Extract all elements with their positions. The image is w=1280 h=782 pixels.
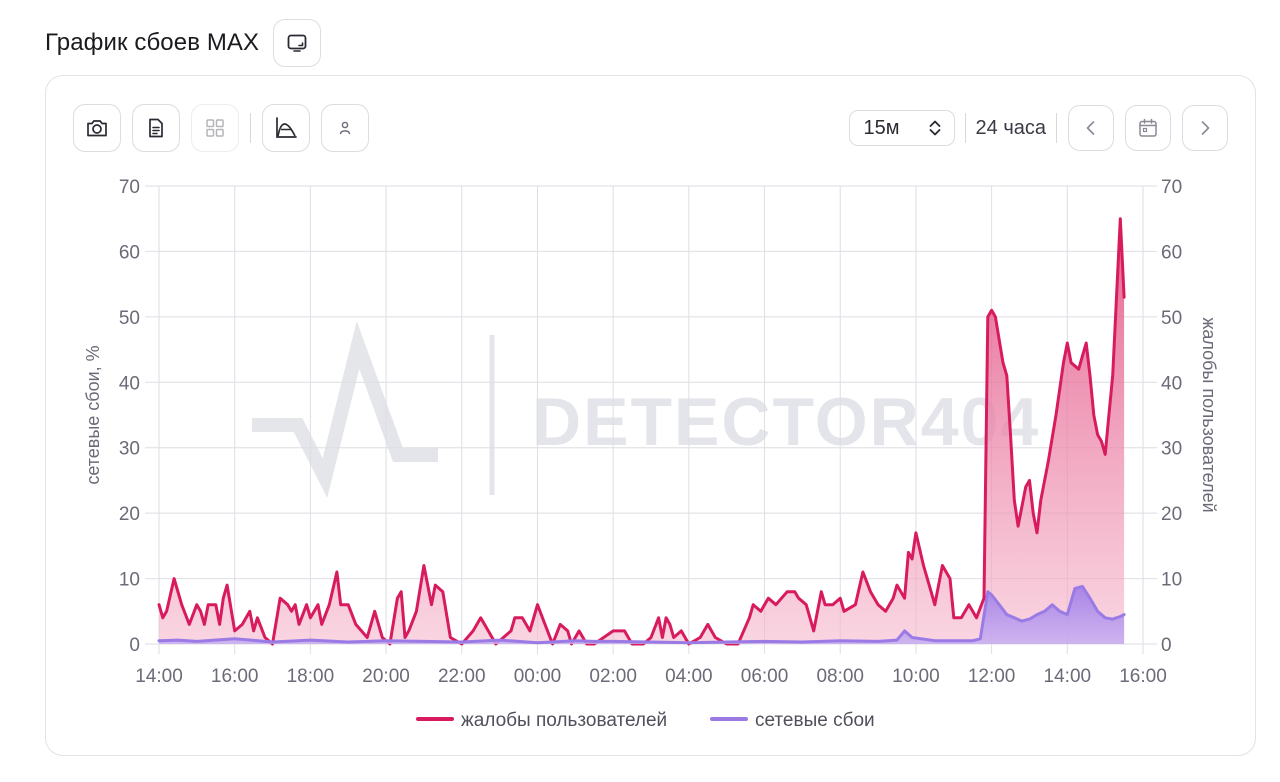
person-icon [339,121,351,135]
y-tick-left: 60 [119,242,140,263]
y-tick-left: 70 [119,177,140,198]
next-period-button[interactable] [1182,105,1228,151]
updown-chevron-icon [929,120,940,136]
x-tick-label: 08:00 [816,666,864,687]
page-title: График сбоев MAX [45,29,260,56]
y-tick-left: 0 [129,635,140,656]
chart-legend: жалобы пользователей сетевые сбои [416,710,875,731]
y-tick-left: 10 [119,570,140,591]
y-tick-right: 30 [1161,439,1182,460]
screenshot-button[interactable] [73,104,121,152]
prev-period-button[interactable] [1068,105,1114,151]
watermark: DETECTOR404 [252,321,1040,498]
range-divider-2 [1056,113,1057,143]
complaints-line [157,217,1126,646]
y-tick-right: 50 [1161,308,1182,329]
y-tick-right: 20 [1161,504,1182,525]
range-divider [964,113,966,143]
calendar-icon [1139,118,1157,137]
area-chart-button[interactable] [262,104,310,152]
area-chart-icon [276,117,297,138]
network-area [159,586,1125,644]
complaints-legend-label: жалобы пользователей [461,710,667,731]
chevron-left-icon [1086,121,1095,135]
y-tick-right: 40 [1161,373,1182,394]
y-tick-left: 30 [119,439,140,460]
document-icon [149,118,163,138]
camera-icon [87,120,107,137]
range-label: 24 часа [975,116,1046,139]
y-tick-right: 60 [1161,242,1182,263]
x-tick-label: 16:00 [1119,666,1167,687]
y-tick-right: 70 [1161,177,1182,198]
y-tick-left: 20 [119,504,140,525]
chevron-right-icon [1201,121,1210,135]
y-tick-right: 0 [1161,635,1172,656]
page-header: График сбоев MAX [45,18,322,68]
x-tick-label: 14:00 [135,666,183,687]
complaints-area [159,218,1125,644]
user-button[interactable] [321,104,369,152]
calendar-button[interactable] [1125,105,1171,151]
toolbar-divider [250,113,251,143]
y-tick-left: 50 [119,308,140,329]
x-tick-label: 04:00 [665,666,713,687]
report-button[interactable] [132,104,180,152]
y-tick-left: 40 [119,373,140,394]
x-tick-label: 12:00 [968,666,1016,687]
grid-view-button[interactable] [191,104,239,152]
y-axis-left-label: сетевые сбои, % [83,345,103,484]
x-tick-label: 22:00 [438,666,486,687]
watermark-text: DETECTOR404 [532,384,1040,460]
x-tick-label: 10:00 [892,666,940,687]
y-tick-right: 10 [1161,570,1182,591]
network-legend-label: сетевые сбои [755,710,875,731]
x-tick-label: 20:00 [362,666,410,687]
x-tick-label: 14:00 [1044,666,1092,687]
interval-select[interactable]: 15м [848,110,955,146]
interval-value: 15м [863,116,900,139]
chart-ticks: 0 0 10 10 20 20 30 30 40 40 50 50 60 60 70 70 14:00 16:00… [119,177,1182,687]
chart-toolbar [73,104,380,152]
screen-icon [287,34,307,52]
x-tick-label: 02:00 [589,666,637,687]
y-axis-right-label: жалобы пользователей [1199,317,1219,512]
x-tick-label: 16:00 [211,666,259,687]
chart-series [157,217,1126,646]
grid-icon [206,119,224,137]
x-tick-label: 00:00 [514,666,562,687]
range-controls: 15м 24 часа [848,104,1228,152]
x-tick-label: 06:00 [741,666,789,687]
network-line [157,584,1126,645]
fullscreen-button[interactable] [273,19,322,67]
x-tick-label: 18:00 [287,666,335,687]
